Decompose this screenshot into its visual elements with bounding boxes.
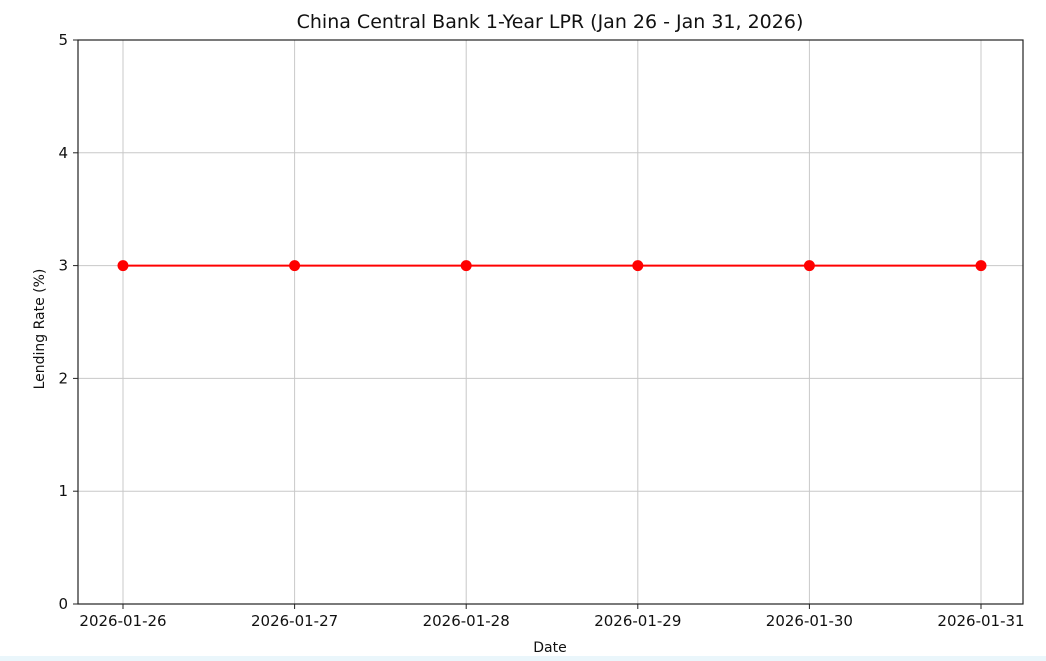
x-tick-label: 2026-01-31 bbox=[937, 612, 1024, 630]
grid-lines bbox=[78, 39, 1023, 605]
chart-title: China Central Bank 1-Year LPR (Jan 26 - … bbox=[297, 11, 804, 33]
series-layer bbox=[117, 260, 987, 272]
data-point bbox=[975, 260, 987, 272]
data-point bbox=[460, 260, 472, 272]
y-tick-label: 2 bbox=[58, 369, 68, 387]
y-tick-label: 0 bbox=[58, 595, 68, 613]
y-tick-label: 5 bbox=[58, 31, 68, 49]
y-axis-label: Lending Rate (%) bbox=[32, 269, 48, 390]
data-point bbox=[117, 260, 129, 272]
data-point bbox=[632, 260, 644, 272]
x-tick-label: 2026-01-30 bbox=[766, 612, 853, 630]
bottom-strip bbox=[0, 656, 1046, 661]
x-tick-label: 2026-01-28 bbox=[423, 612, 510, 630]
plot-area-frame bbox=[77, 39, 1024, 605]
x-axis-label: Date bbox=[533, 640, 566, 656]
x-tick-label: 2026-01-27 bbox=[251, 612, 338, 630]
data-point bbox=[803, 260, 815, 272]
y-tick-label: 1 bbox=[58, 482, 68, 500]
y-tick-label: 3 bbox=[58, 257, 68, 275]
x-tick-label: 2026-01-26 bbox=[79, 612, 166, 630]
y-tick-label: 4 bbox=[58, 144, 68, 162]
x-tick-label: 2026-01-29 bbox=[594, 612, 681, 630]
data-point bbox=[289, 260, 301, 272]
axis-ticks: 2026-01-26 2026-01-27 2026-01-28 2026-01-29… bbox=[58, 31, 1024, 630]
